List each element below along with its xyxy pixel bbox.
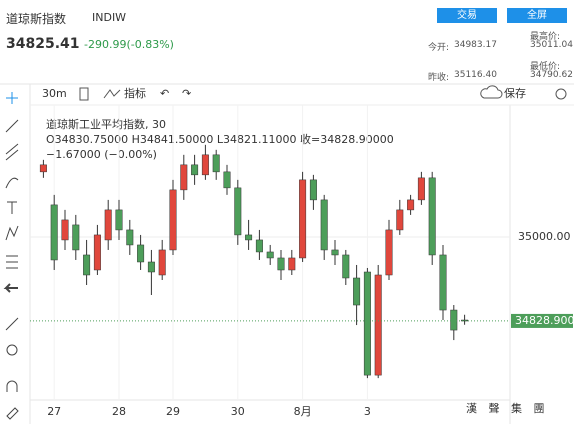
candle-body [212,154,220,173]
watermark: 漢 聲 集 團 [466,401,549,415]
candle-body [331,249,339,256]
stat-label: 最高价: [530,32,561,42]
last-price-tag [511,313,573,328]
candle-body [147,261,155,273]
candle-body [417,177,425,201]
candle-body [277,257,285,271]
candle-body [115,209,123,231]
candle-body [385,229,393,276]
candle-body [320,199,328,251]
stat-label: 最低价: [530,62,561,72]
indicator-icon[interactable] [103,89,121,99]
candle-body [396,209,404,231]
stat-value: 34790.62 [530,70,573,80]
indicators[interactable]: 指标 [124,86,146,100]
candle-body [158,249,166,276]
candle-body [255,239,263,253]
candle-body [363,271,371,376]
x-tick-label: 28 [112,405,126,418]
save[interactable]: 保存 [504,86,526,100]
candle-body [104,209,112,241]
fullscreen-button[interactable]: 全屏 [507,8,567,23]
settings-icon[interactable] [555,88,567,100]
candle-icon[interactable] [79,87,89,101]
x-tick-label: 3 [364,405,371,418]
candle-body [223,171,231,189]
candle-body [180,164,188,191]
candle-body [288,257,296,271]
candle-body [342,254,350,279]
candle-body [191,164,199,176]
candle-body [83,254,91,276]
candle-body [461,319,469,322]
candle-body [126,229,134,246]
left-toolbar [3,92,19,420]
candle-body [201,154,209,176]
stat-value: 35011.04 [530,40,573,50]
x-tick-label: 30 [231,405,245,418]
symbol-name: 道琼斯指数 [6,12,67,26]
change: -290.99(-0.83%) [84,38,174,51]
candle-body [61,219,69,241]
price: 34825.41 [6,36,80,52]
candle-body [374,274,382,376]
candle-body [169,189,177,251]
candle-body [428,177,436,256]
candle-body [93,234,101,271]
candle-body [39,164,47,173]
candle-body [50,204,58,261]
interval[interactable]: 30m [42,87,67,100]
x-tick-label: 29 [166,405,180,418]
candle-body [439,254,447,311]
candle-body [299,179,307,259]
legend-ohlc: O34830.75000 H34841.50000 L34821.11000 收… [46,132,394,146]
candle-body [72,224,80,251]
cloud-icon[interactable] [480,85,503,99]
stat-value: 35116.40 [454,70,497,80]
x-tick-label: 8月 [294,405,312,418]
stat-label: 昨收: [428,73,450,83]
redo[interactable]: ↷ [182,87,191,100]
stat-label: 今开: [428,43,450,53]
last-price-label: 34828.90000 [515,314,574,327]
candle-body [266,251,274,259]
trade-button[interactable]: 交易 [437,8,497,23]
candle-body [407,199,415,211]
stat-value: 34983.17 [454,40,497,50]
candle-body [353,277,361,306]
undo[interactable]: ↶ [160,87,169,100]
candle-body [137,244,145,263]
candle-body [234,187,242,236]
x-tick-label: 27 [47,405,61,418]
legend-change: −1.67000 (−0.00%) [46,148,157,161]
candle-body [245,234,253,241]
y-tick-label: 35000.00 [518,230,571,243]
candle-body [309,179,317,201]
candle-body [450,309,458,331]
legend-title: 道琼斯工业平均指数, 30 [46,117,166,131]
symbol-code: INDIW [92,11,127,24]
